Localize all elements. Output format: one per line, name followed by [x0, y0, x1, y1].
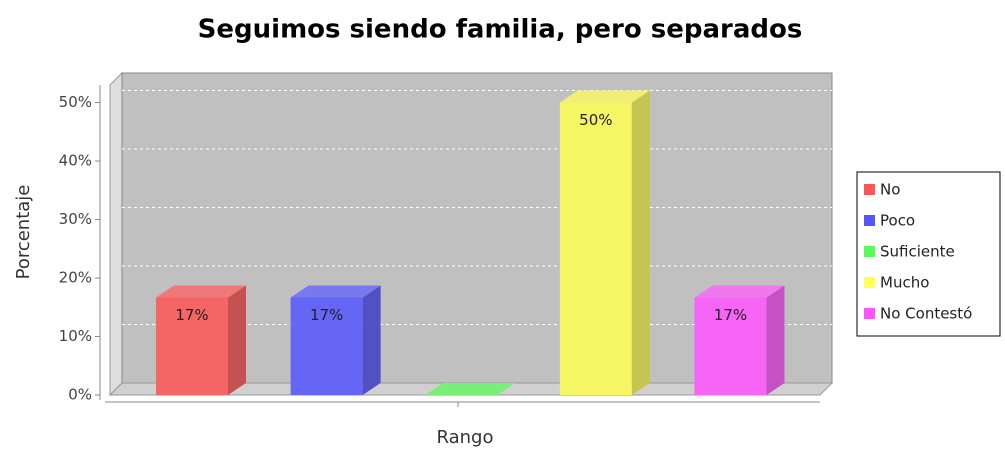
bar-front — [559, 102, 632, 395]
bar-top — [559, 90, 650, 103]
bar-side — [362, 285, 381, 395]
legend-swatch — [864, 246, 875, 257]
legend-swatch — [864, 277, 875, 288]
y-tick-label: 10% — [59, 327, 92, 345]
legend-label: No Contestó — [880, 305, 972, 323]
value-label: 17% — [175, 306, 208, 324]
left-wall — [109, 71, 123, 397]
bar-top — [425, 383, 516, 395]
bar-side — [228, 285, 246, 395]
bar-front — [156, 297, 228, 395]
y-tick-label: 0% — [68, 386, 92, 404]
legend-label: No — [880, 181, 900, 199]
legend-swatch — [864, 215, 875, 226]
bar-top — [290, 285, 381, 298]
bar-side — [631, 90, 650, 395]
bar-front — [694, 297, 767, 395]
legend-label: Suficiente — [880, 243, 955, 261]
y-tick-label: 40% — [59, 152, 92, 170]
bar-side — [766, 285, 785, 395]
legend-label: Poco — [880, 212, 915, 230]
y-axis-label: Porcentaje — [13, 185, 34, 280]
x-axis-label: Rango — [437, 427, 494, 448]
legend-box — [856, 171, 1001, 337]
y-tick-label: 50% — [59, 93, 92, 111]
bar-top — [156, 285, 246, 298]
bar-front — [290, 297, 363, 395]
value-label: 17% — [310, 306, 343, 324]
bar-top — [694, 285, 785, 298]
legend-swatch — [864, 184, 875, 195]
legend-label: Mucho — [880, 274, 929, 292]
value-label: 50% — [579, 111, 612, 129]
y-tick-label: 30% — [59, 210, 92, 228]
legend-swatch — [864, 308, 875, 319]
value-label: 17% — [714, 306, 747, 324]
chart-title: Seguimos siendo familia, pero separados — [198, 15, 803, 45]
y-tick-label: 20% — [59, 269, 92, 287]
